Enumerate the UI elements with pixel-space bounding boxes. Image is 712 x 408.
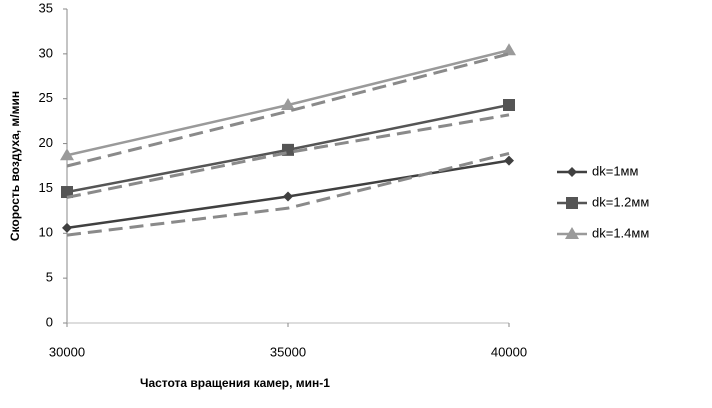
y-axis-title: Скорость воздуха, м/мин [8, 91, 22, 241]
y-tick-label: 0 [46, 314, 53, 329]
x-tick-label: 40000 [491, 344, 527, 359]
y-tick-label: 15 [39, 180, 53, 195]
dashed-line [66, 151, 510, 237]
x-tick-label: 30000 [49, 344, 85, 359]
dashed-line [66, 52, 510, 168]
y-tick-label: 20 [39, 135, 53, 150]
y-tick-label: 25 [39, 90, 53, 105]
marker [62, 222, 72, 233]
marker [283, 191, 293, 202]
legend-marker [565, 227, 579, 239]
marker [502, 43, 516, 56]
marker [61, 186, 73, 199]
legend-label: dk=1.4мм [592, 225, 649, 240]
marker [60, 148, 74, 161]
x-axis-title: Частота вращения камер, мин-1 [140, 376, 330, 390]
marker [504, 155, 514, 166]
legend-label: dk=1.2мм [592, 194, 649, 209]
dashed-line [66, 113, 510, 199]
legend-marker [566, 197, 578, 209]
marker [281, 97, 295, 110]
y-tick-label: 35 [39, 0, 53, 15]
y-tick-label: 10 [39, 225, 53, 240]
legend-marker [567, 167, 577, 177]
marker [503, 98, 515, 111]
legend-label: dk=1мм [592, 163, 638, 178]
y-tick-label: 5 [46, 270, 53, 285]
y-tick-label: 30 [39, 45, 53, 60]
x-tick-label: 35000 [270, 344, 306, 359]
